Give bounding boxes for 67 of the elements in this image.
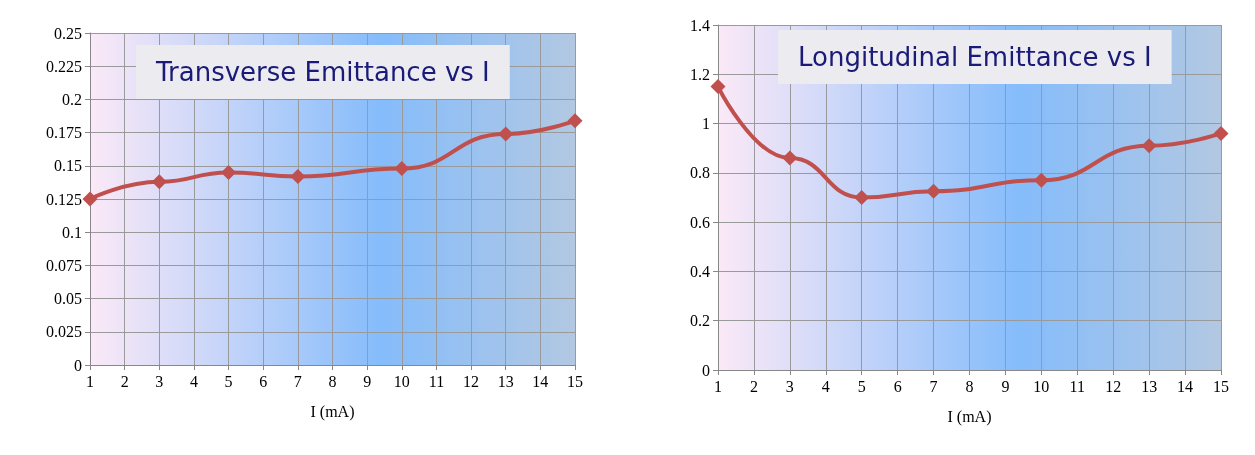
y-tick-label: 1.4 [690, 16, 710, 34]
point [151, 174, 167, 190]
y-tick-label: 0 [74, 356, 82, 374]
x-tick-label: 11 [1069, 377, 1085, 395]
point [221, 164, 237, 180]
x-axis-title: I (mA) [947, 407, 992, 426]
y-tick-label: 1 [702, 115, 710, 133]
x-tick-label: 10 [1033, 377, 1050, 395]
point [394, 160, 410, 176]
x-tick-label: 10 [393, 372, 410, 390]
text: Transverse Emittance vs I [155, 57, 490, 87]
x-tick-label: 6 [893, 377, 902, 395]
x-tick-label: 9 [1001, 377, 1010, 395]
y-tick-label: 0.2 [690, 312, 710, 330]
x-tick-label: 11 [428, 372, 445, 390]
x-tick-label: 7 [293, 372, 302, 390]
x-tick-label: 1 [714, 377, 722, 395]
x-tick-label: 9 [363, 372, 372, 390]
y-tick-label: 0.2 [62, 90, 82, 108]
y-tick-label: 0.25 [54, 24, 82, 42]
point [567, 113, 583, 129]
x-tick-label: 14 [1177, 377, 1194, 395]
point [290, 168, 306, 184]
point [782, 150, 798, 166]
text: Longitudinal Emittance vs I [798, 42, 1152, 72]
point [82, 191, 98, 207]
x-tick-label: 13 [497, 372, 514, 390]
y-tick-label: 0.6 [690, 213, 710, 231]
x-tick-label: 4 [189, 372, 198, 390]
x-tick-label: 5 [857, 377, 866, 395]
point [1141, 138, 1157, 154]
x-tick-label: 3 [155, 372, 164, 390]
y-tick-label: 1.2 [690, 65, 710, 83]
x-tick-label: 1 [86, 372, 94, 390]
x-tick-label: 4 [821, 377, 830, 395]
point [926, 183, 942, 199]
y-tick-label: 0 [702, 361, 710, 379]
y-tick-label: 0.1 [62, 223, 82, 241]
point [1033, 172, 1049, 188]
x-tick-label: 12 [1105, 377, 1122, 395]
y-tick-label: 0.225 [46, 57, 82, 75]
x-tick-label: 14 [532, 372, 549, 390]
x-tick-label: 6 [259, 372, 268, 390]
y-tick-label: 0.175 [46, 124, 82, 142]
x-tick-label: 12 [463, 372, 480, 390]
y-tick-label: 0.025 [46, 323, 82, 341]
x-tick-label: 2 [749, 377, 758, 395]
y-tick-label: 0.15 [54, 157, 82, 175]
point [710, 79, 726, 95]
point [854, 190, 870, 205]
y-tick-label: 0.4 [690, 262, 710, 280]
x-tick-label: 15 [567, 372, 583, 390]
x-tick-label: 7 [929, 377, 938, 395]
y-tick-label: 0.125 [46, 190, 82, 208]
point [498, 126, 514, 142]
y-tick-label: 0.05 [54, 290, 82, 308]
x-tick-label: 3 [785, 377, 794, 395]
x-tick-label: 13 [1141, 377, 1158, 395]
x-tick-label: 2 [120, 372, 129, 390]
x-tick-label: 15 [1213, 377, 1229, 395]
x-axis-title: I (mA) [310, 402, 355, 421]
x-tick-label: 8 [965, 377, 974, 395]
x-tick-label: 5 [224, 372, 233, 390]
point [1213, 125, 1229, 141]
y-tick-label: 0.8 [690, 164, 710, 182]
x-tick-label: 8 [328, 372, 337, 390]
y-tick-label: 0.075 [46, 256, 82, 274]
